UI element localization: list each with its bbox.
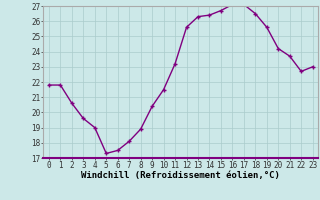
- X-axis label: Windchill (Refroidissement éolien,°C): Windchill (Refroidissement éolien,°C): [81, 171, 280, 180]
